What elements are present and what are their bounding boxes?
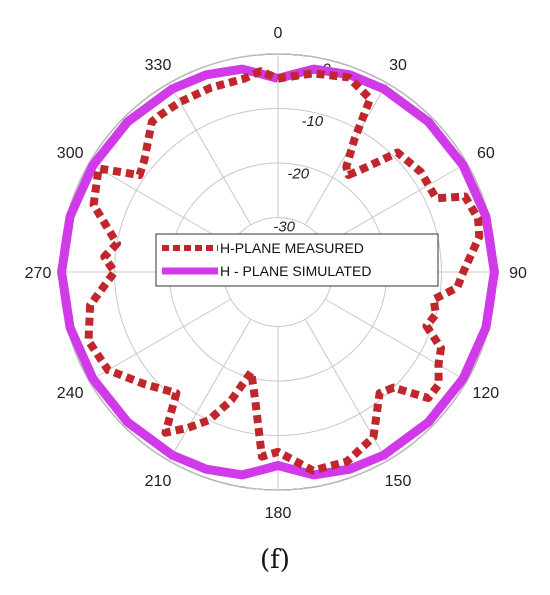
series-measured-line (84, 67, 484, 475)
radial-tick-label: -20 (287, 166, 309, 183)
angle-tick-label: 60 (477, 145, 495, 162)
legend-box (155, 233, 439, 287)
series-layer (57, 64, 499, 480)
angle-tick-label: 180 (265, 505, 292, 522)
radial-tick-label: -30 (273, 218, 295, 235)
legend-label-measured: H-PLANE MEASURED (220, 240, 364, 256)
angle-tick-label: 330 (145, 57, 172, 74)
legend-label-simulated: H - PLANE SIMULATED (220, 263, 371, 279)
legend: H-PLANE MEASURED H - PLANE SIMULATED (155, 233, 439, 287)
angle-tick-label: 90 (509, 265, 527, 282)
angle-tick-label: 0 (274, 25, 283, 42)
grid-spoke-60 (324, 162, 468, 246)
angle-tick-label: 240 (57, 385, 84, 402)
angle-tick-label: 30 (389, 57, 407, 74)
grid-spoke-330 (168, 82, 252, 226)
angular-tick-labels: 0 30 60 90 120 150 180 210 240 270 300 330 (25, 25, 527, 522)
grid-spoke-240 (88, 298, 232, 382)
radial-tick-labels: 0-10-20-30 (273, 60, 331, 235)
grid-spoke-120 (324, 298, 468, 382)
grid-spoke-210 (168, 318, 252, 462)
series-simulated-line (57, 64, 499, 480)
figure-caption: (f) (260, 545, 290, 575)
grid-spoke-300 (88, 162, 232, 246)
angle-tick-label: 270 (25, 265, 52, 282)
angle-tick-label: 150 (385, 473, 412, 490)
angle-tick-label: 300 (57, 145, 84, 162)
radial-tick-label: -10 (301, 113, 323, 130)
angle-tick-label: 120 (472, 385, 499, 402)
angle-tick-label: 210 (145, 473, 172, 490)
grid-spoke-150 (304, 318, 388, 462)
